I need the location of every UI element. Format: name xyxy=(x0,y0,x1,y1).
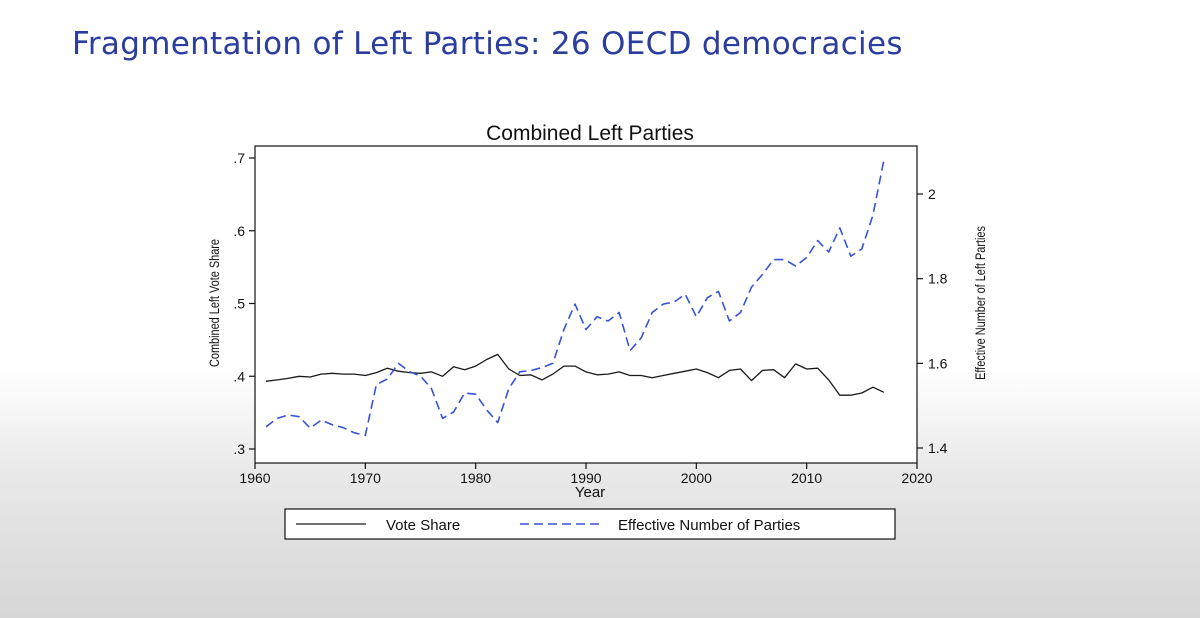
y-right-tick-label-1: 1.6 xyxy=(928,355,948,371)
x-tick-label-1990: 1990 xyxy=(570,470,601,486)
series-layer xyxy=(265,159,885,437)
x-axis: 1960 1970 1980 1990 2000 2010 2020 xyxy=(239,463,933,486)
series-line-effective-number-of-parties xyxy=(265,159,885,437)
series-line-vote-share xyxy=(265,353,885,396)
x-tick-label-2010: 2010 xyxy=(791,470,822,486)
y-left-axis: .3 .4 .5 .6 .7 xyxy=(233,150,255,457)
legend-label-vote-share: Vote Share xyxy=(386,517,460,534)
chart-title: Combined Left Parties xyxy=(486,122,694,145)
y-left-tick-label-3: .6 xyxy=(233,223,245,239)
y-left-axis-label: Combined Left Vote Share xyxy=(207,239,223,367)
x-tick-label-1960: 1960 xyxy=(239,470,270,486)
y-right-tick-label-3: 2 xyxy=(928,186,936,202)
y-left-tick-label-0: .3 xyxy=(233,441,245,457)
y-right-tick-label-0: 1.4 xyxy=(928,440,948,456)
y-left-tick-label-4: .7 xyxy=(233,150,245,166)
y-left-tick-label-1: .4 xyxy=(233,368,245,384)
x-tick-label-1980: 1980 xyxy=(460,470,491,486)
y-right-axis-label: Effective Number of Left Parties xyxy=(973,226,989,380)
legend-label-effective-number: Effective Number of Parties xyxy=(618,517,800,534)
x-tick-label-2020: 2020 xyxy=(901,470,932,486)
x-tick-label-1970: 1970 xyxy=(350,470,381,486)
y-left-tick-label-2: .5 xyxy=(233,296,245,312)
y-right-axis: 1.4 1.6 1.8 2 xyxy=(917,186,948,456)
slide-title: Fragmentation of Left Parties: 26 OECD d… xyxy=(72,26,903,62)
y-right-tick-label-2: 1.8 xyxy=(928,271,948,287)
x-axis-label: Year xyxy=(575,484,605,501)
plot-area xyxy=(254,145,918,464)
legend: Vote Share Effective Number of Parties xyxy=(284,508,896,540)
x-tick-label-2000: 2000 xyxy=(681,470,712,486)
